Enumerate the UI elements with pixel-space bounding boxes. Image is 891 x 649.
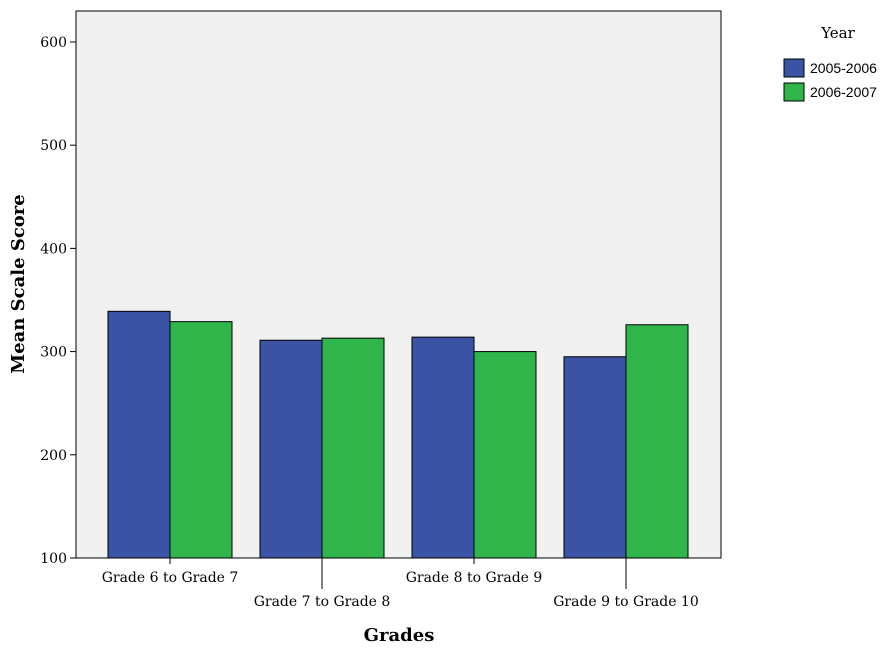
bar-2-1 xyxy=(169,321,233,559)
y-tick-label-3: 300 xyxy=(40,345,67,361)
bar-1-3 xyxy=(411,336,475,559)
legend-swatch-1 xyxy=(783,58,805,78)
y-tick-label-6: 600 xyxy=(40,35,67,51)
x-tick-label-4: Grade 9 to Grade 10 xyxy=(553,594,699,610)
bar-1-1 xyxy=(107,310,171,559)
legend-label-1: 2005-2006 xyxy=(810,60,877,76)
bar-2-3 xyxy=(473,351,537,559)
y-tick-label-2: 200 xyxy=(40,448,67,464)
bars-layer xyxy=(107,310,689,559)
x-tick-label-2: Grade 7 to Grade 8 xyxy=(254,594,391,610)
legend-label-2: 2006-2007 xyxy=(810,84,877,100)
x-tick-label-1: Grade 6 to Grade 7 xyxy=(102,570,239,586)
y-axis: 100 200 300 400 500 600 xyxy=(40,35,76,567)
legend-title: Year xyxy=(820,24,855,42)
bar-2-2 xyxy=(321,337,385,559)
legend: Year 2005-2006 2006-2007 xyxy=(783,24,877,102)
x-axis-title: Grades xyxy=(364,625,435,645)
bar-1-2 xyxy=(259,339,323,559)
legend-swatch-2 xyxy=(783,82,805,102)
bar-2-4 xyxy=(625,324,689,559)
y-tick-label-5: 500 xyxy=(40,138,67,154)
y-tick-label-4: 400 xyxy=(40,241,67,257)
y-axis-title: Mean Scale Score xyxy=(8,194,29,373)
bar-1-4 xyxy=(563,356,627,559)
x-axis: Grade 6 to Grade 7 Grade 7 to Grade 8 Grad… xyxy=(102,558,699,610)
y-tick-label-1: 100 xyxy=(40,551,67,567)
x-tick-label-3: Grade 8 to Grade 9 xyxy=(406,570,543,586)
